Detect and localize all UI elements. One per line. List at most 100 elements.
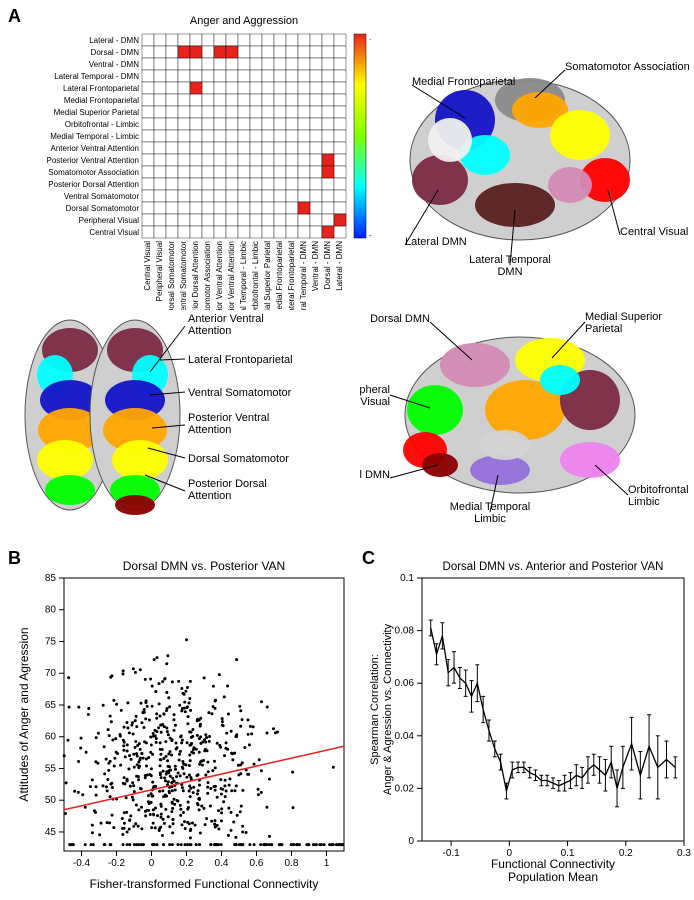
scatter-point xyxy=(323,843,326,846)
scatter-point xyxy=(226,748,229,751)
scatter-point xyxy=(190,751,193,754)
scatter-point xyxy=(278,843,281,846)
scatter-point xyxy=(95,785,98,788)
scatter-point xyxy=(180,687,183,690)
heatmap-cell xyxy=(154,118,166,130)
heatmap-cell xyxy=(334,58,346,70)
scatter-point xyxy=(152,732,155,735)
scatter-point xyxy=(181,786,184,789)
scatter-point xyxy=(212,785,215,788)
heatmap-row-label: Peripheral Visual xyxy=(79,216,140,225)
scatter-point xyxy=(171,802,174,805)
scatter-point xyxy=(140,787,143,790)
x-axis-label: Functional Connectivity xyxy=(491,857,615,871)
scatter-point xyxy=(231,752,234,755)
scatter-point xyxy=(121,827,124,830)
scatter-point xyxy=(126,743,129,746)
y-axis-label: Attitudes of Anger and Agression xyxy=(17,627,31,801)
heatmap-cell xyxy=(178,226,190,238)
scatter-point xyxy=(159,764,162,767)
scatter-point xyxy=(132,733,135,736)
scatter-point xyxy=(70,843,73,846)
xtick-label: 0.2 xyxy=(619,848,633,859)
scatter-point xyxy=(113,765,116,768)
scatter-point xyxy=(139,668,142,671)
heatmap-cell xyxy=(250,154,262,166)
scatter-point xyxy=(152,822,155,825)
heatmap-cell xyxy=(142,190,154,202)
heatmap-cell xyxy=(238,130,250,142)
heatmap-cell xyxy=(226,118,238,130)
scatter-point xyxy=(190,731,193,734)
scatter-point xyxy=(245,831,248,834)
scatter-point xyxy=(163,776,166,779)
heatmap-cell xyxy=(298,58,310,70)
scatter-point xyxy=(130,758,133,761)
heatmap-row-label: Lateral Temporal - DMN xyxy=(54,72,139,81)
heatmap-cell xyxy=(190,226,202,238)
scatter-point xyxy=(198,843,201,846)
heatmap-cell xyxy=(226,142,238,154)
scatter-point xyxy=(162,770,165,773)
scatter-point xyxy=(219,746,222,749)
heatmap-cell xyxy=(286,118,298,130)
heatmap-cell xyxy=(178,142,190,154)
scatter-point xyxy=(221,720,224,723)
scatter-point xyxy=(171,680,174,683)
scatter-point xyxy=(91,824,94,827)
scatter-point xyxy=(116,752,119,755)
scatter-point xyxy=(80,737,83,740)
scatter-point xyxy=(210,843,213,846)
scatter-point xyxy=(153,658,156,661)
heatmap-cell xyxy=(178,202,190,214)
scatter-point xyxy=(143,740,146,743)
heatmap-cell xyxy=(190,166,202,178)
heatmap-cell xyxy=(214,106,226,118)
heatmap-cell xyxy=(238,118,250,130)
heatmap-cell xyxy=(214,118,226,130)
scatter-point xyxy=(202,759,205,762)
heatmap-cell xyxy=(298,166,310,178)
scatter-point xyxy=(173,713,176,716)
scatter-point xyxy=(137,808,140,811)
scatter-point xyxy=(161,680,164,683)
heatmap-cell xyxy=(298,46,310,58)
scatter-point xyxy=(140,827,143,830)
heatmap-cell xyxy=(286,178,298,190)
heatmap-cell xyxy=(214,166,226,178)
heatmap-cell xyxy=(274,226,286,238)
scatter-point xyxy=(175,775,178,778)
scatter-point xyxy=(108,734,111,737)
scatter-point xyxy=(137,778,140,781)
scatter-point xyxy=(110,720,113,723)
heatmap-cell xyxy=(238,58,250,70)
scatter-point xyxy=(204,823,207,826)
scatter-point xyxy=(144,810,147,813)
scatter-point xyxy=(228,784,231,787)
scatter-point xyxy=(257,793,260,796)
scatter-point xyxy=(140,702,143,705)
scatter-point xyxy=(272,727,275,730)
heatmap-cell xyxy=(190,214,202,226)
scatter-point xyxy=(190,743,193,746)
scatter-point xyxy=(177,680,180,683)
brain-region xyxy=(428,118,472,162)
scatter-point xyxy=(136,763,139,766)
scatter-point xyxy=(227,712,230,715)
scatter-point xyxy=(268,835,271,838)
heatmap-cell xyxy=(310,166,322,178)
heatmap-cell xyxy=(178,130,190,142)
scatter-point xyxy=(162,757,165,760)
scatter-point xyxy=(181,692,184,695)
heatmap-cell xyxy=(334,154,346,166)
scatter-point xyxy=(178,704,181,707)
scatter-point xyxy=(165,662,168,665)
scatter-point xyxy=(189,795,192,798)
scatter-point xyxy=(246,718,249,721)
brain-label: Attention xyxy=(188,424,231,436)
scatter-point xyxy=(332,766,335,769)
scatter-point xyxy=(67,739,70,742)
scatter-point xyxy=(132,799,135,802)
xtick-label: 0 xyxy=(149,858,155,869)
heatmap-row-label: Medial Temporal - Limbic xyxy=(50,132,139,141)
